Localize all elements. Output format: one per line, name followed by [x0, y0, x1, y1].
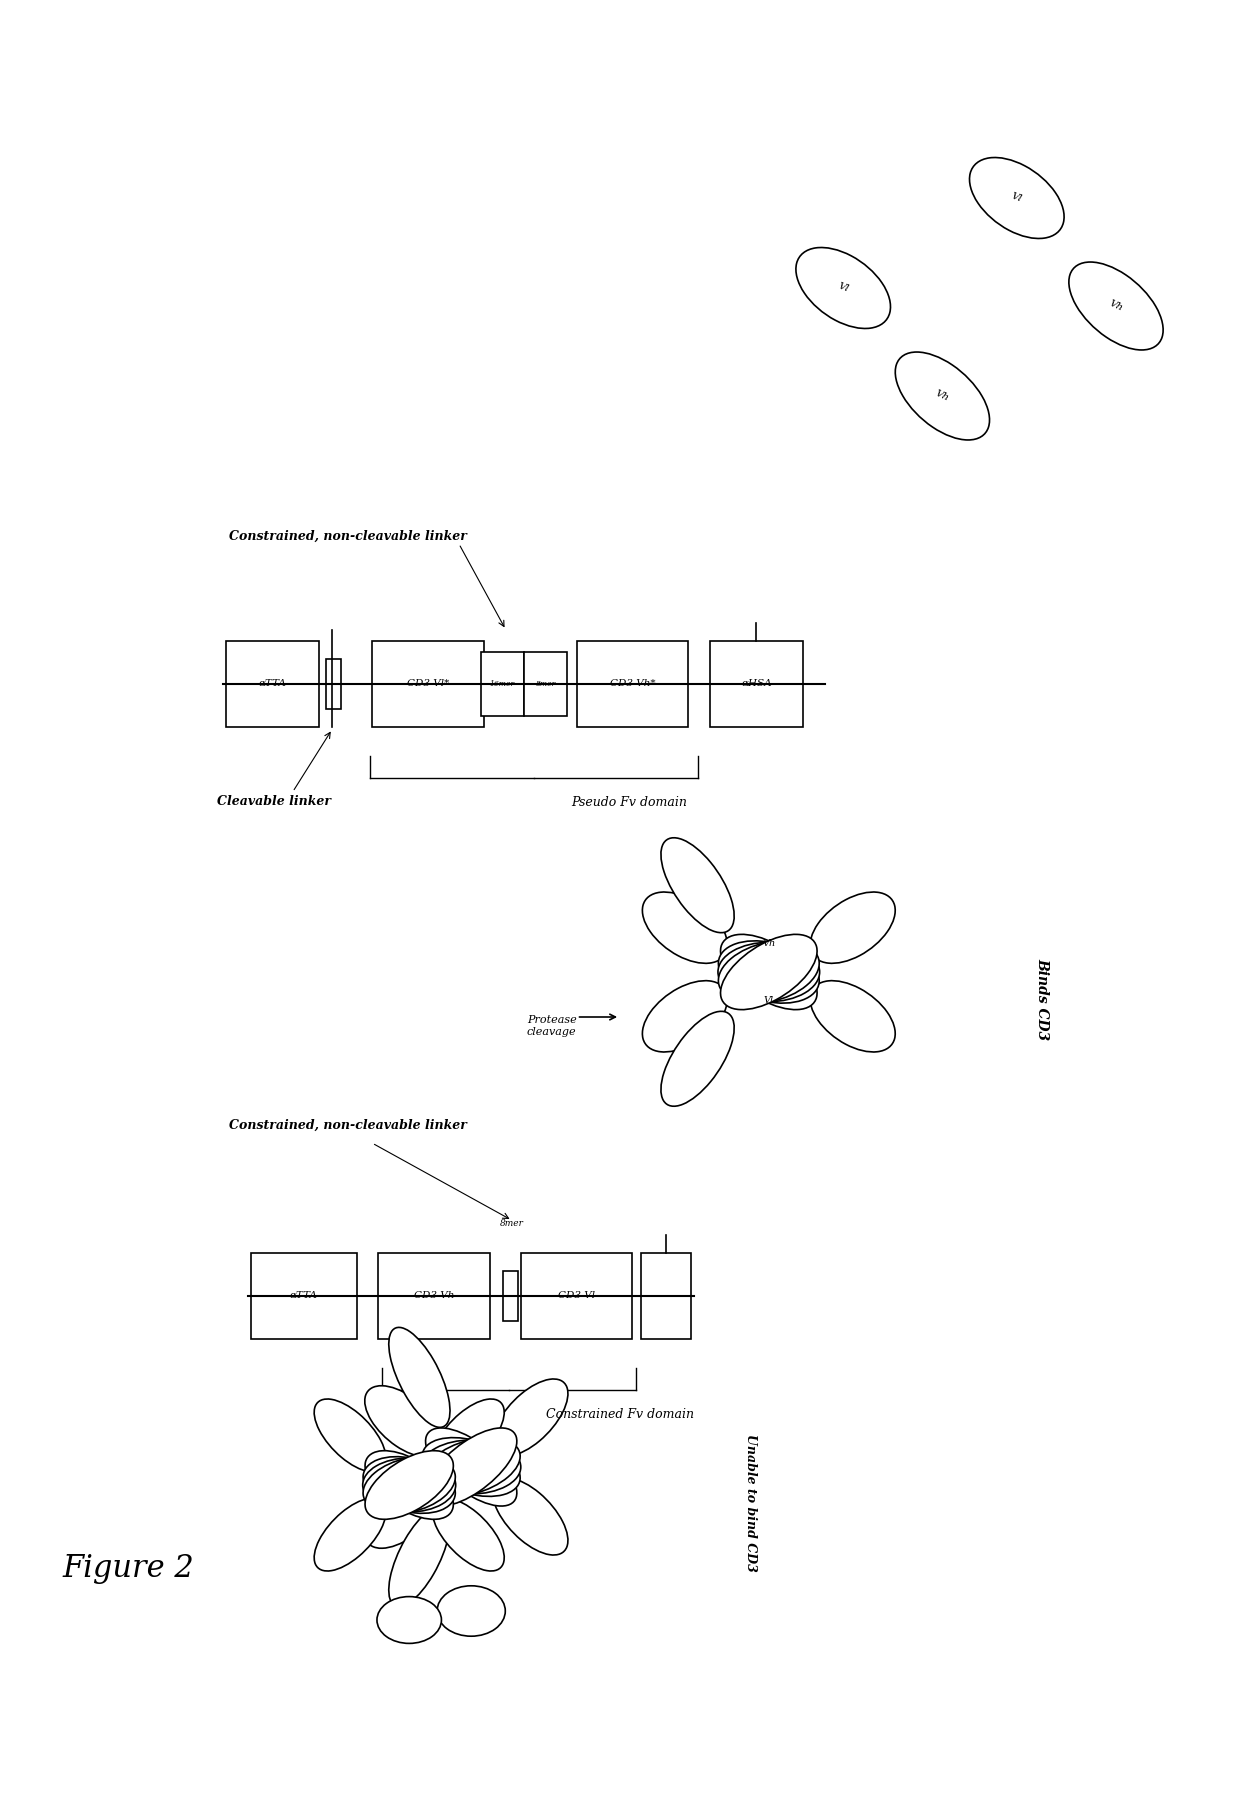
- FancyBboxPatch shape: [481, 652, 523, 715]
- Ellipse shape: [365, 1451, 454, 1519]
- Text: Vh: Vh: [1107, 299, 1125, 313]
- Ellipse shape: [895, 353, 990, 439]
- Ellipse shape: [422, 1440, 521, 1494]
- Text: αHSA: αHSA: [742, 679, 771, 688]
- FancyBboxPatch shape: [523, 652, 568, 715]
- Ellipse shape: [718, 941, 820, 1003]
- Text: CD3 Vl: CD3 Vl: [558, 1292, 595, 1300]
- Ellipse shape: [661, 1012, 734, 1107]
- Text: Constrained, non-cleavable linker: Constrained, non-cleavable linker: [229, 1118, 467, 1132]
- FancyBboxPatch shape: [378, 1253, 490, 1339]
- Text: Vl: Vl: [764, 997, 774, 1004]
- Ellipse shape: [642, 893, 728, 963]
- Ellipse shape: [423, 1438, 520, 1496]
- Text: CD3 Vh: CD3 Vh: [414, 1292, 454, 1300]
- FancyBboxPatch shape: [521, 1253, 632, 1339]
- Ellipse shape: [365, 1451, 454, 1519]
- Ellipse shape: [365, 1386, 443, 1456]
- FancyBboxPatch shape: [503, 1271, 518, 1321]
- FancyBboxPatch shape: [326, 659, 341, 709]
- Text: Constrained Fv domain: Constrained Fv domain: [546, 1408, 694, 1420]
- Text: 16mer: 16mer: [490, 680, 515, 688]
- Text: 8mer: 8mer: [536, 680, 556, 688]
- Ellipse shape: [377, 1597, 441, 1643]
- Text: Pseudo Fv domain: Pseudo Fv domain: [570, 796, 687, 808]
- Text: Vl: Vl: [837, 283, 849, 293]
- FancyBboxPatch shape: [709, 641, 804, 727]
- Text: Vh: Vh: [934, 389, 951, 403]
- Ellipse shape: [492, 1478, 568, 1555]
- Ellipse shape: [433, 1498, 505, 1571]
- Ellipse shape: [810, 981, 895, 1051]
- Ellipse shape: [389, 1327, 450, 1427]
- Ellipse shape: [661, 837, 734, 932]
- Text: Constrained, non-cleavable linker: Constrained, non-cleavable linker: [229, 529, 467, 544]
- Text: αTTA: αTTA: [290, 1292, 317, 1300]
- Ellipse shape: [810, 893, 895, 963]
- Text: CD3 Vl*: CD3 Vl*: [407, 679, 449, 688]
- FancyBboxPatch shape: [372, 641, 484, 727]
- Ellipse shape: [314, 1498, 386, 1571]
- Ellipse shape: [492, 1379, 568, 1456]
- FancyBboxPatch shape: [577, 641, 688, 727]
- Text: CD3 Vh*: CD3 Vh*: [610, 679, 655, 688]
- FancyBboxPatch shape: [641, 1253, 691, 1339]
- Text: Cleavable linker: Cleavable linker: [217, 794, 331, 808]
- Ellipse shape: [970, 158, 1064, 238]
- Ellipse shape: [1069, 263, 1163, 349]
- Ellipse shape: [389, 1507, 450, 1607]
- Ellipse shape: [363, 1458, 456, 1512]
- FancyBboxPatch shape: [226, 641, 320, 727]
- Ellipse shape: [433, 1399, 505, 1472]
- Text: Protease
cleavage: Protease cleavage: [527, 1015, 577, 1037]
- Text: 8mer: 8mer: [500, 1219, 525, 1228]
- Ellipse shape: [720, 934, 817, 1010]
- Ellipse shape: [425, 1427, 517, 1507]
- FancyBboxPatch shape: [250, 1253, 357, 1339]
- Ellipse shape: [796, 248, 890, 328]
- Text: αTTA: αTTA: [259, 679, 286, 688]
- Ellipse shape: [718, 941, 820, 1003]
- Ellipse shape: [423, 1438, 520, 1496]
- Text: Unable to bind CD3: Unable to bind CD3: [744, 1435, 756, 1571]
- Text: Figure 2: Figure 2: [62, 1553, 193, 1584]
- Ellipse shape: [720, 934, 817, 1010]
- Ellipse shape: [363, 1456, 455, 1514]
- Ellipse shape: [365, 1478, 443, 1548]
- Ellipse shape: [314, 1399, 386, 1472]
- Ellipse shape: [425, 1427, 517, 1507]
- Ellipse shape: [718, 943, 820, 1001]
- Text: Vl: Vl: [1011, 193, 1023, 203]
- Ellipse shape: [436, 1586, 506, 1636]
- Ellipse shape: [363, 1456, 455, 1514]
- Text: Binds CD3: Binds CD3: [1035, 958, 1049, 1040]
- Ellipse shape: [642, 981, 728, 1051]
- Text: Vh: Vh: [763, 940, 775, 947]
